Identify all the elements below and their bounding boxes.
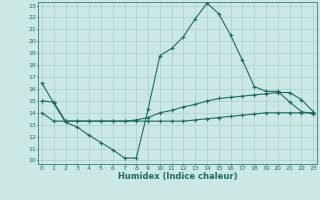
X-axis label: Humidex (Indice chaleur): Humidex (Indice chaleur) [118, 172, 237, 181]
